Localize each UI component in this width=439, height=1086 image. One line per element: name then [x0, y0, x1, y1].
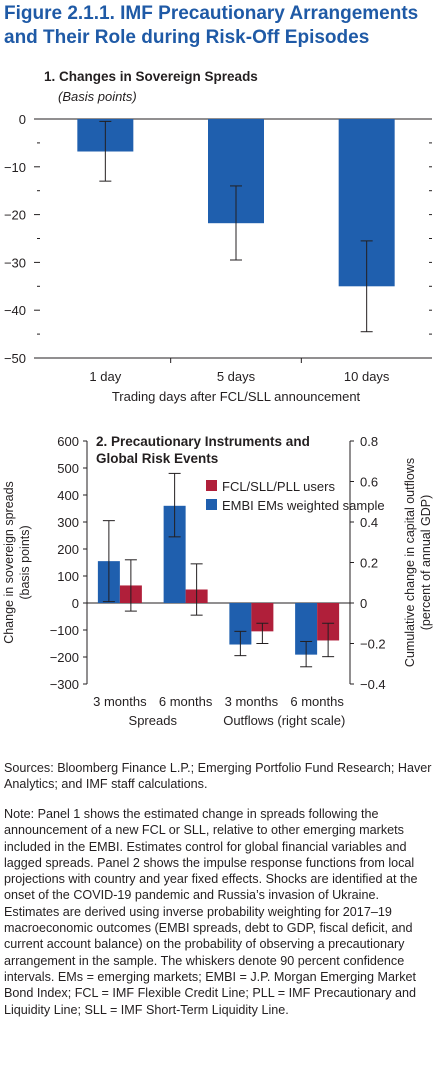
legend-label: EMBI EMs weighted sample	[222, 498, 385, 513]
y-tick-label: −50	[4, 351, 26, 366]
figure-title: Figure 2.1.1. IMF Precautionary Arrangem…	[4, 3, 419, 48]
y-axis-title-right-line2: (percent of annual GDP)	[419, 495, 433, 631]
y-tick-label-left: −300	[50, 677, 79, 692]
y-tick-label-left: 0	[72, 596, 79, 611]
panel1-subtitle: (Basis points)	[58, 89, 137, 104]
x-axis-title: Trading days after FCL/SLL announcement	[112, 389, 361, 404]
y-tick-label-left: 300	[57, 515, 79, 530]
x-tick-label: 5 days	[217, 369, 256, 384]
y-axis-title-right-line1: Cumulative change in capital outflows	[403, 458, 417, 667]
y-tick-label: −10	[4, 160, 26, 175]
x-tick-label: 3 months	[93, 694, 147, 709]
y-tick-label-right: −0.2	[360, 637, 386, 652]
y-tick-label-right: −0.4	[360, 677, 386, 692]
bar-embi	[163, 505, 186, 603]
y-tick-label: −30	[4, 255, 26, 270]
y-axis-title-left-line1: Change in sovereign spreads	[2, 481, 16, 644]
legend-label: FCL/SLL/PLL users	[222, 479, 335, 494]
x-tick-label: 3 months	[225, 694, 279, 709]
bar-fcl	[317, 603, 340, 641]
y-axis-title-left-line2: (basis points)	[18, 525, 32, 599]
y-tick-label-left: −200	[50, 650, 79, 665]
y-tick-label: −20	[4, 208, 26, 223]
y-tick-label-left: −100	[50, 623, 79, 638]
note-text: Note: Panel 1 shows the estimated change…	[4, 807, 418, 1017]
panel2-title: 2. Precautionary Instruments and Global …	[96, 434, 310, 466]
y-tick-label-left: 500	[57, 461, 79, 476]
y-tick-label-left: 600	[57, 434, 79, 449]
x-tick-label: 6 months	[290, 694, 344, 709]
panel1-title: 1. Changes in Sovereign Spreads	[44, 69, 258, 84]
x-tick-label: 6 months	[159, 694, 213, 709]
x-group-label: Outflows (right scale)	[223, 713, 345, 728]
panel2-chart: 600 500 400 300 200 100 0 −100 −200 −300 0.8 0.6 0.4…	[2, 434, 433, 728]
y-tick-label-left: 400	[57, 488, 79, 503]
x-group-label: Spreads	[129, 713, 178, 728]
sources-text: Sources: Bloomberg Finance L.P.; Emergin…	[4, 761, 432, 792]
y-tick-label: 0	[19, 112, 26, 127]
y-tick-label-left: 200	[57, 542, 79, 557]
panel1-chart: 0 −10 −20 −30 −40 −50 1 day 5 days 10 days Tradin…	[4, 112, 432, 404]
y-tick-label-left: 100	[57, 569, 79, 584]
bar-embi	[229, 603, 252, 645]
y-tick-label-right: 0.8	[360, 434, 378, 449]
y-tick-label-right: 0.2	[360, 556, 378, 571]
y-tick-label: −40	[4, 303, 26, 318]
y-tick-label-right: 0.6	[360, 475, 378, 490]
x-tick-label: 1 day	[89, 369, 121, 384]
bar-fcl	[251, 603, 274, 632]
y-tick-label-right: 0	[360, 596, 367, 611]
legend-swatch	[206, 480, 217, 491]
legend-swatch	[206, 499, 217, 510]
y-tick-label-right: 0.4	[360, 515, 378, 530]
x-tick-label: 10 days	[344, 369, 390, 384]
